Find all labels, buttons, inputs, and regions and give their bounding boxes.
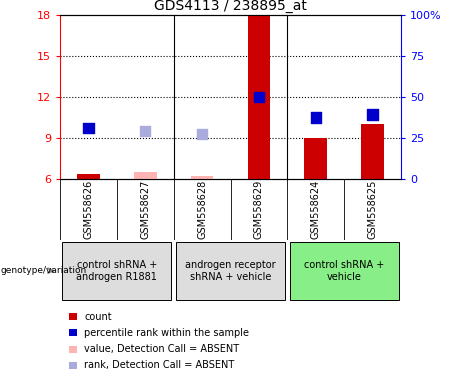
Point — [85, 125, 92, 131]
Text: control shRNA +
androgen R1881: control shRNA + androgen R1881 — [77, 260, 157, 281]
Bar — [304, 138, 327, 179]
Text: count: count — [84, 312, 112, 322]
Bar — [361, 124, 384, 179]
FancyBboxPatch shape — [176, 242, 285, 300]
Bar — [248, 15, 270, 179]
Point — [198, 131, 206, 137]
Text: value, Detection Call = ABSENT: value, Detection Call = ABSENT — [84, 344, 239, 354]
Point — [255, 94, 263, 100]
Text: GSM558629: GSM558629 — [254, 180, 264, 239]
Text: GSM558627: GSM558627 — [140, 180, 150, 239]
Point — [369, 112, 376, 118]
FancyBboxPatch shape — [62, 242, 171, 300]
Text: GSM558628: GSM558628 — [197, 180, 207, 239]
Point — [312, 114, 319, 121]
Bar — [77, 174, 100, 179]
Point — [142, 128, 149, 134]
Text: androgen receptor
shRNA + vehicle: androgen receptor shRNA + vehicle — [185, 260, 276, 281]
Bar — [134, 172, 157, 179]
Title: GDS4113 / 238895_at: GDS4113 / 238895_at — [154, 0, 307, 13]
FancyBboxPatch shape — [290, 242, 399, 300]
Text: GSM558625: GSM558625 — [367, 180, 378, 239]
Text: rank, Detection Call = ABSENT: rank, Detection Call = ABSENT — [84, 360, 235, 370]
Text: genotype/variation: genotype/variation — [0, 266, 87, 275]
Text: GSM558624: GSM558624 — [311, 180, 321, 239]
Text: percentile rank within the sample: percentile rank within the sample — [84, 328, 249, 338]
Bar — [191, 176, 213, 179]
Text: control shRNA +
vehicle: control shRNA + vehicle — [304, 260, 384, 281]
Text: GSM558626: GSM558626 — [83, 180, 94, 239]
